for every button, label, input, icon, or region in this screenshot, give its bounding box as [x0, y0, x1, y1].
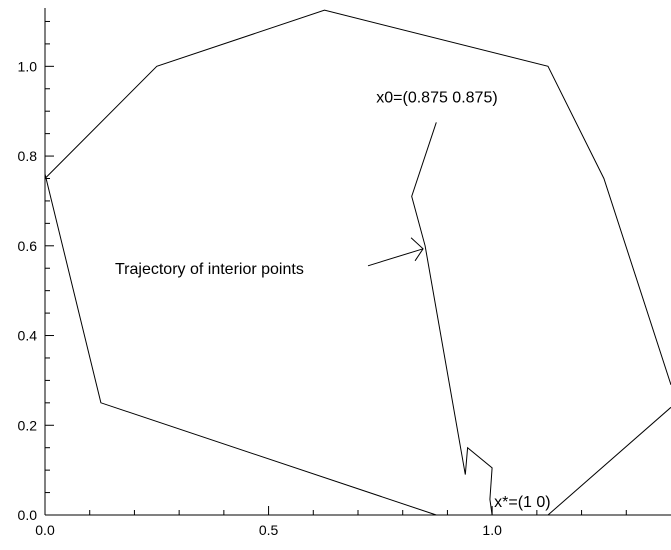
- feasible-region-right-edge: [547, 406, 671, 516]
- y-tick-label: 0.0: [18, 507, 38, 523]
- annotation-x0: x0=(0.875 0.875): [376, 89, 497, 106]
- x-tick-label: 0.5: [259, 522, 279, 538]
- annotation-arrow-shaft: [367, 248, 424, 267]
- annotation-arrow-head: [410, 237, 424, 262]
- y-tick-label: 1.0: [18, 58, 38, 74]
- series-group: [44, 9, 671, 516]
- y-tick-label: 0.2: [18, 417, 38, 433]
- annotations-group: x0=(0.875 0.875) Trajectory of interior …: [115, 89, 551, 511]
- feasible-region-upper-boundary: [44, 9, 671, 386]
- annotation-xstar: x*=(1 0): [494, 494, 550, 511]
- x-tick-label: 1.0: [482, 522, 502, 538]
- x-tick-label: 0.0: [35, 522, 55, 538]
- y-tick-label: 0.6: [18, 238, 38, 254]
- feasible-region-lower-boundary: [44, 173, 437, 516]
- axes: 0.0 0.5 1.0 0.0 0.2 0.4 0.6 0.8 1.0: [18, 8, 671, 538]
- interior-point-trajectory: [411, 122, 493, 516]
- annotation-trajectory: Trajectory of interior points: [115, 261, 304, 278]
- y-tick-label: 0.4: [18, 328, 38, 344]
- y-tick-label: 0.8: [18, 148, 38, 164]
